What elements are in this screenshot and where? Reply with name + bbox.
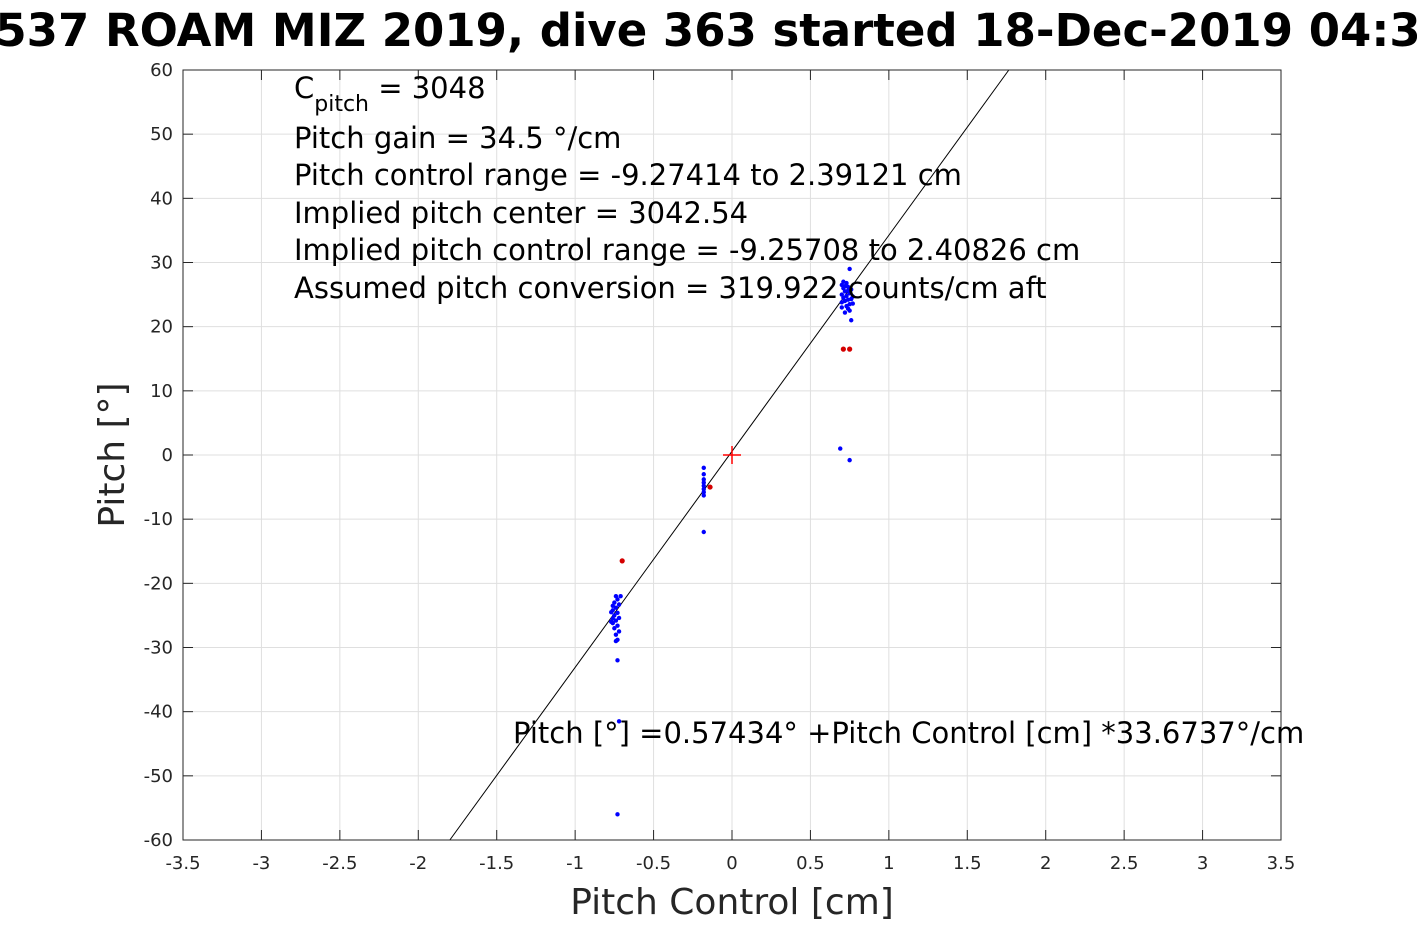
x-tick-label: -1 bbox=[566, 853, 584, 874]
data-point bbox=[701, 490, 706, 495]
y-tick-label: -30 bbox=[144, 638, 173, 659]
data-point bbox=[839, 300, 844, 305]
data-point bbox=[701, 480, 706, 485]
pitch-control-range-annotation: Pitch control range = -9.27414 to 2.3912… bbox=[294, 158, 962, 192]
cpitch-suffix: = 3048 bbox=[369, 71, 486, 105]
chart-title: 537 ROAM MIZ 2019, dive 363 started 18-D… bbox=[0, 4, 1417, 57]
flagged-data-point bbox=[847, 346, 853, 352]
x-tick-label: 0.5 bbox=[796, 853, 825, 874]
y-tick-label: 20 bbox=[150, 317, 173, 338]
data-point bbox=[615, 812, 620, 817]
flagged-data-point bbox=[619, 558, 625, 564]
data-point bbox=[613, 638, 619, 644]
data-point bbox=[701, 486, 706, 492]
data-point bbox=[701, 477, 706, 482]
data-point bbox=[701, 465, 706, 471]
x-tick-label: -2 bbox=[409, 853, 427, 874]
implied-pitch-control-range-annotation: Implied pitch control range = -9.25708 t… bbox=[294, 233, 1080, 267]
flagged-data-point bbox=[707, 484, 713, 490]
y-tick-label: 10 bbox=[150, 381, 173, 402]
y-tick-label: -50 bbox=[144, 766, 173, 787]
data-point bbox=[615, 597, 620, 602]
y-tick-label: -60 bbox=[144, 830, 173, 851]
y-tick-label: 0 bbox=[162, 445, 173, 466]
x-tick-label: -2.5 bbox=[322, 853, 357, 874]
fit-equation-annotation: Pitch [°] =0.57434° +Pitch Control [cm] … bbox=[513, 716, 1304, 750]
x-tick-label: -3.5 bbox=[165, 853, 200, 874]
data-point bbox=[616, 602, 622, 607]
y-tick-label: 40 bbox=[150, 188, 173, 209]
y-tick-label: -40 bbox=[144, 702, 173, 723]
data-point bbox=[842, 310, 848, 315]
x-tick-label: -1.5 bbox=[479, 853, 514, 874]
data-point bbox=[849, 296, 854, 302]
cpitch-prefix: C bbox=[294, 71, 314, 105]
x-axis-label: Pitch Control [cm] bbox=[570, 882, 894, 923]
data-point bbox=[701, 483, 706, 488]
data-point bbox=[616, 629, 622, 634]
x-tick-label: -0.5 bbox=[636, 853, 671, 874]
x-tick-label: 1.5 bbox=[953, 853, 982, 874]
cpitch-subscript: pitch bbox=[314, 92, 369, 117]
data-point bbox=[849, 318, 854, 323]
x-tick-label: 3 bbox=[1197, 853, 1208, 874]
x-axis-ticks: -3.5 -3 -2.5 -2 -1.5 -1 -0.5 0 0.5 1 1.5 2 2.5 3 3.5 bbox=[165, 70, 1295, 874]
data-point bbox=[610, 603, 615, 608]
data-point bbox=[701, 472, 706, 477]
x-tick-label: 2.5 bbox=[1110, 853, 1139, 874]
data-point bbox=[615, 610, 620, 616]
data-point bbox=[615, 623, 620, 628]
x-tick-label: 1 bbox=[883, 853, 894, 874]
data-point bbox=[609, 610, 614, 615]
y-tick-label: -20 bbox=[144, 573, 173, 594]
y-tick-label: 50 bbox=[150, 124, 173, 145]
x-tick-label: 2 bbox=[1040, 853, 1051, 874]
y-tick-label: -10 bbox=[144, 509, 173, 530]
flagged-data-point bbox=[840, 346, 846, 352]
data-point bbox=[842, 284, 848, 289]
center-marker-group bbox=[723, 446, 741, 464]
data-point bbox=[850, 301, 855, 306]
cpitch-annotation: Cpitch = 3048 bbox=[294, 71, 486, 117]
assumed-pitch-conversion-annotation: Assumed pitch conversion = 319.922 count… bbox=[294, 271, 1047, 305]
x-tick-label: 0 bbox=[726, 853, 737, 874]
plot-border bbox=[182, 69, 1282, 841]
data-point bbox=[609, 619, 614, 625]
data-point bbox=[618, 593, 623, 599]
data-point bbox=[613, 632, 619, 637]
data-point bbox=[612, 626, 617, 631]
data-point bbox=[839, 305, 844, 310]
y-axis-label: Pitch [°] bbox=[92, 382, 133, 527]
implied-pitch-center-annotation: Implied pitch center = 3042.54 bbox=[294, 196, 748, 230]
y-tick-label: 60 bbox=[150, 60, 173, 81]
data-point bbox=[845, 288, 851, 293]
data-point bbox=[701, 529, 706, 535]
pitch-gain-annotation: Pitch gain = 34.5 °/cm bbox=[294, 121, 621, 155]
data-point bbox=[847, 266, 852, 272]
y-axis-ticks: -60 -50 -40 -30 -20 -10 0 10 20 30 40 50 60 bbox=[144, 60, 1281, 851]
x-tick-label: 3.5 bbox=[1267, 853, 1296, 874]
data-points bbox=[609, 266, 855, 817]
data-point bbox=[615, 658, 620, 663]
data-point bbox=[838, 446, 843, 451]
data-point bbox=[847, 308, 852, 313]
data-point bbox=[616, 719, 622, 724]
data-point bbox=[616, 615, 622, 621]
data-point bbox=[701, 493, 706, 498]
x-tick-label: -3 bbox=[252, 853, 270, 874]
data-point bbox=[847, 457, 852, 463]
y-tick-label: 30 bbox=[150, 253, 173, 274]
